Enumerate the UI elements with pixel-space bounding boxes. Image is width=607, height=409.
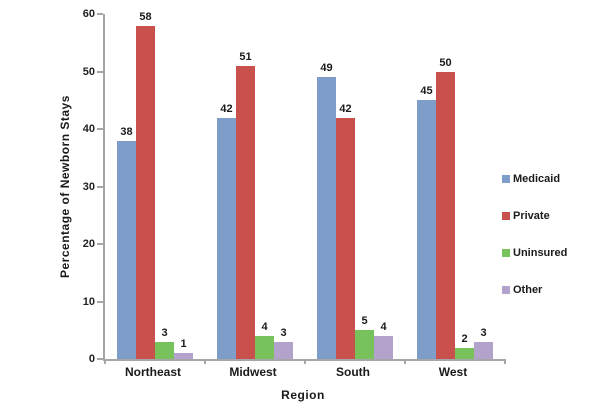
bar-private: 42 — [336, 103, 355, 359]
y-tick-mark — [97, 13, 103, 15]
legend-label: Other — [513, 283, 543, 296]
bar-value-label: 58 — [139, 10, 152, 23]
bar-value-label: 42 — [339, 102, 352, 115]
bar-value-label: 3 — [161, 326, 168, 339]
bar-group: 38 58 3 1 — [105, 11, 205, 359]
bar-other: 3 — [274, 327, 293, 359]
bar-value-label: 2 — [461, 332, 468, 345]
bar-group: 45 50 2 3 — [405, 57, 505, 359]
bar-value-label: 51 — [239, 50, 252, 63]
y-tick-mark — [97, 358, 103, 360]
legend-item-uninsured: Uninsured — [502, 246, 567, 259]
y-tick-label: 0 — [88, 353, 95, 365]
y-tick-label: 40 — [82, 123, 95, 135]
bar-value-label: 5 — [361, 315, 368, 328]
x-tick-mark — [204, 359, 206, 364]
bar-value-label: 38 — [120, 125, 133, 138]
bar-value-label: 4 — [261, 321, 268, 333]
legend-item-medicaid: Medicaid — [502, 172, 567, 185]
y-tick-mark — [97, 185, 103, 188]
x-category-label: Midwest — [229, 365, 277, 379]
x-category-label: Northeast — [124, 365, 181, 379]
legend-label: Uninsured — [513, 246, 568, 259]
y-tick-label: 10 — [82, 295, 95, 308]
bar-group: 49 42 5 4 — [305, 62, 405, 359]
legend-label: Private — [513, 209, 550, 222]
bar-other: 3 — [474, 327, 493, 359]
y-tick-label: 60 — [82, 8, 95, 20]
bar-private: 50 — [436, 57, 455, 359]
y-tick-mark — [97, 128, 103, 130]
x-axis-title: Region — [281, 388, 325, 402]
plot-area: 0 10 20 30 40 50 60 38 58 3 1 42 51 4 3 49 42 5 4 45 50 2 3 — [83, 8, 506, 365]
bar-other: 1 — [174, 338, 193, 359]
bar-group: 42 51 4 3 — [205, 51, 305, 359]
legend-swatch-icon — [502, 174, 510, 183]
legend-swatch-icon — [502, 211, 510, 220]
x-category-label: West — [438, 365, 468, 379]
bar-medicaid: 38 — [117, 126, 136, 359]
x-tick-mark — [404, 359, 406, 364]
y-tick-label: 50 — [82, 65, 95, 78]
bar-medicaid: 42 — [217, 103, 236, 359]
bar-uninsured: 2 — [455, 333, 474, 359]
x-category-label: South — [336, 365, 370, 379]
legend-label: Medicaid — [513, 172, 561, 185]
bar-value-label: 3 — [280, 326, 287, 339]
bar-value-label: 49 — [320, 62, 333, 75]
bar-value-label: 3 — [480, 326, 487, 339]
x-tick-mark — [304, 359, 306, 364]
bar-private: 51 — [236, 51, 255, 359]
bar-value-label: 4 — [380, 321, 387, 333]
bar-value-label: 50 — [439, 56, 452, 69]
bar-value-label: 1 — [180, 338, 187, 351]
legend-item-private: Private — [502, 209, 567, 222]
bar-private: 58 — [136, 11, 155, 359]
legend-swatch-icon — [502, 248, 510, 257]
legend: Medicaid Private Uninsured Other — [502, 172, 567, 320]
bar-value-label: 42 — [220, 102, 233, 115]
x-tick-mark — [104, 359, 106, 364]
bar-value-label: 45 — [420, 85, 433, 98]
y-tick-mark — [97, 300, 103, 303]
bar-medicaid: 45 — [417, 85, 436, 359]
legend-swatch-icon — [502, 285, 510, 294]
bar-uninsured: 4 — [255, 321, 274, 359]
y-tick-label: 30 — [82, 180, 95, 193]
bar-medicaid: 49 — [317, 62, 336, 359]
y-tick-label: 20 — [82, 238, 95, 250]
y-tick-mark — [97, 70, 103, 73]
bar-other: 4 — [374, 321, 393, 359]
legend-item-other: Other — [502, 283, 567, 296]
x-tick-mark — [504, 359, 506, 364]
y-tick-mark — [97, 243, 103, 245]
bar-uninsured: 5 — [355, 315, 374, 359]
bar-uninsured: 3 — [155, 327, 174, 359]
